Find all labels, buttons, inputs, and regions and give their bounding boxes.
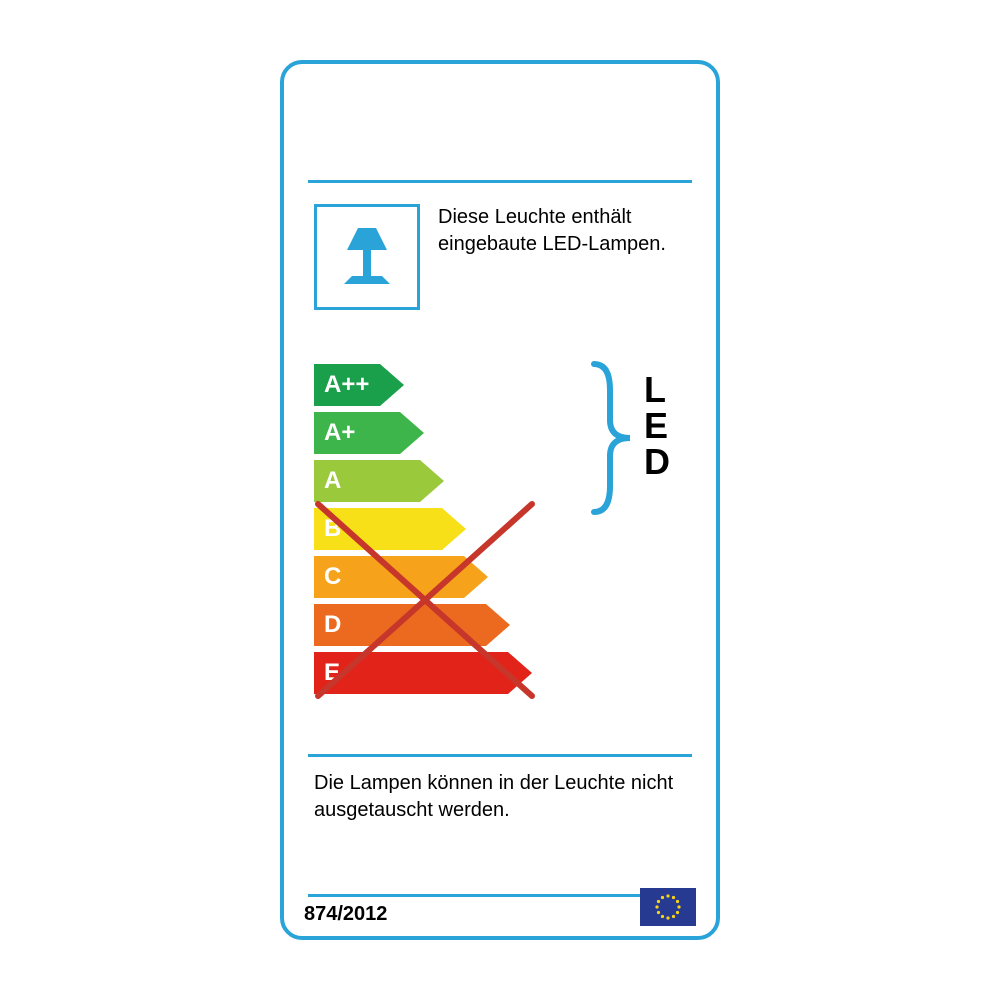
energy-arrow-B: B xyxy=(314,508,574,550)
top-description-text: Diese Leuchte enthält eingebaute LED-Lam… xyxy=(438,204,686,258)
energy-label-card: Diese Leuchte enthält eingebaute LED-Lam… xyxy=(280,60,720,940)
energy-arrow-Aplus: A+ xyxy=(314,412,574,454)
led-vertical-label: LED xyxy=(644,372,670,480)
energy-arrow-label: A xyxy=(324,460,341,502)
energy-arrow-label: D xyxy=(324,604,341,646)
regulation-number: 874/2012 xyxy=(304,903,387,926)
curly-brace-icon xyxy=(584,358,644,518)
energy-arrow-label: A+ xyxy=(324,412,355,454)
footer-row: 874/2012 xyxy=(304,888,696,926)
energy-arrow-label: B xyxy=(324,508,341,550)
energy-arrow-C: C xyxy=(314,556,574,598)
top-row: Diese Leuchte enthält eingebaute LED-Lam… xyxy=(314,204,686,310)
lamp-icon xyxy=(332,222,402,292)
energy-arrows-stack: A++ A+ ABCDE xyxy=(314,364,574,694)
bottom-description-text: Die Lampen können in der Leuchte nicht a… xyxy=(314,770,686,824)
energy-arrow-label: A++ xyxy=(324,364,369,406)
eu-flag-icon xyxy=(640,888,696,926)
energy-arrow-E: E xyxy=(314,652,574,694)
energy-chart-area: A++ A+ ABCDE LED xyxy=(314,364,686,744)
divider-mid xyxy=(308,754,692,757)
divider-top xyxy=(308,180,692,183)
brace-column xyxy=(584,358,644,518)
lamp-icon-box xyxy=(314,204,420,310)
energy-arrow-D: D xyxy=(314,604,574,646)
energy-arrow-Aplusplus: A++ xyxy=(314,364,574,406)
bottom-section: Die Lampen können in der Leuchte nicht a… xyxy=(314,770,686,824)
energy-arrow-A: A xyxy=(314,460,574,502)
energy-arrow-label: E xyxy=(324,652,340,694)
energy-arrow-label: C xyxy=(324,556,341,598)
